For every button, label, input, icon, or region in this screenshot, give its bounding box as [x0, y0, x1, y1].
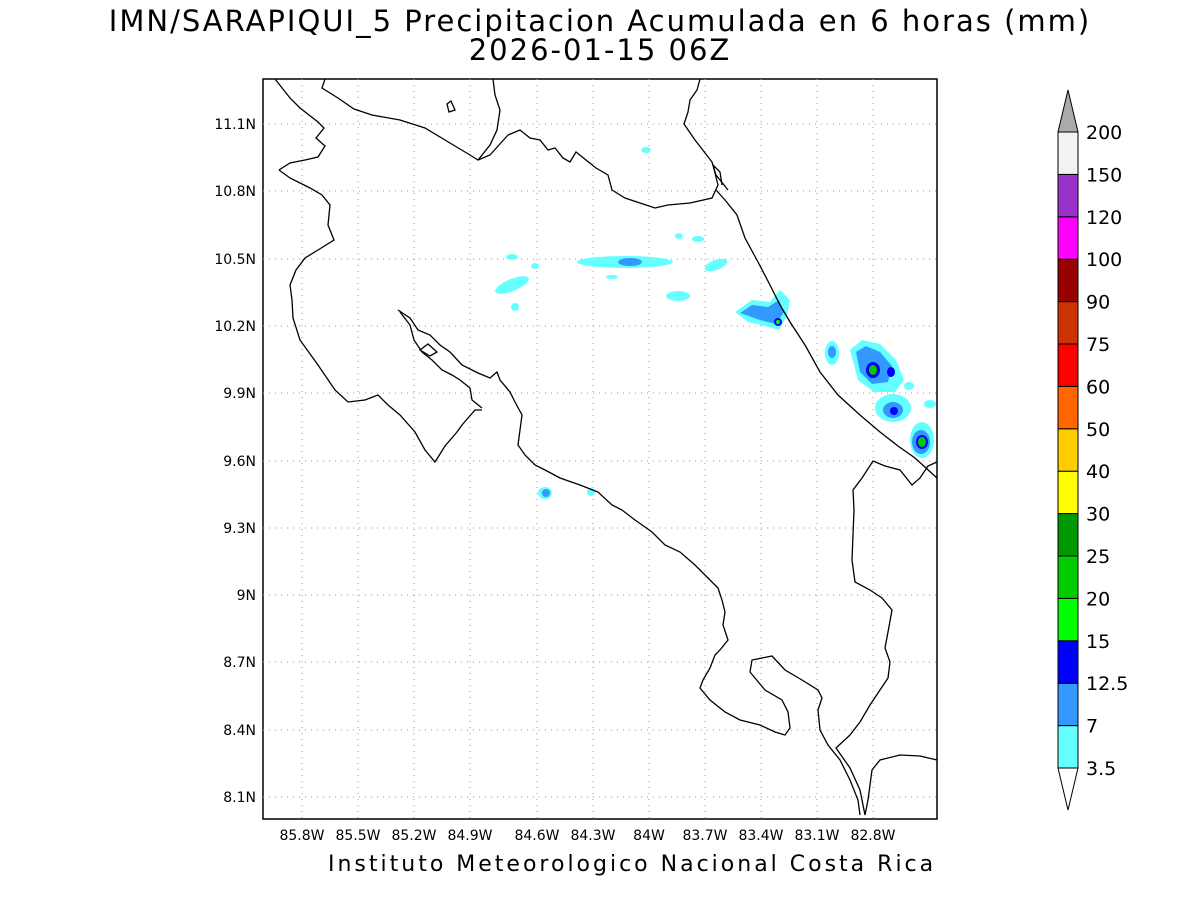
- colorbar-label: 120: [1086, 207, 1122, 229]
- lat-label: 8.4N: [223, 723, 256, 739]
- lat-label: 9N: [237, 588, 256, 604]
- colorbar-swatch: [1057, 640, 1079, 684]
- lat-label: 10.5N: [214, 252, 256, 268]
- colorbar-label: 75: [1086, 334, 1110, 356]
- colorbar-swatch: [1057, 131, 1079, 175]
- colorbar-label: 90: [1086, 292, 1110, 314]
- colorbar-swatch: [1057, 470, 1079, 515]
- colorbar-label: 150: [1086, 164, 1122, 186]
- lat-label: 10.2N: [214, 319, 256, 335]
- map-title: IMN/SARAPIQUI_5 Precipitacion Acumulada …: [108, 4, 1092, 38]
- lat-label: 8.1N: [223, 790, 256, 806]
- lon-label: 85.8W: [279, 828, 324, 844]
- colorbar-swatch: [1057, 385, 1079, 430]
- colorbar-swatch: [1057, 682, 1079, 727]
- colorbar-label: 60: [1086, 376, 1110, 398]
- colorbar-label: 200: [1086, 122, 1122, 144]
- lon-label: 84W: [633, 828, 665, 844]
- colorbar-label: 3.5: [1086, 758, 1116, 780]
- colorbar-label: 30: [1086, 504, 1110, 526]
- lon-label: 84.6W: [514, 828, 559, 844]
- lat-tick-labels: 11.1N 10.8N 10.5N 10.2N 9.9N 9.6N 9.3N 9…: [214, 117, 256, 806]
- lon-label: 84.9W: [447, 828, 492, 844]
- institution-footer: Instituto Meteorologico Nacional Costa R…: [328, 852, 937, 877]
- colorbar-label: 50: [1086, 419, 1110, 441]
- lon-label: 84.3W: [570, 828, 615, 844]
- colorbar-label: 25: [1086, 546, 1110, 568]
- colorbar-swatch: [1057, 555, 1079, 599]
- lat-label: 9.9N: [223, 386, 256, 402]
- lat-label: 9.6N: [223, 454, 256, 470]
- colorbar-label: 100: [1086, 249, 1122, 271]
- lat-label: 9.3N: [223, 521, 256, 537]
- lat-label: 10.8N: [214, 184, 256, 200]
- lon-label: 85.5W: [335, 828, 380, 844]
- colorbar-label: 7: [1086, 716, 1098, 738]
- colorbar-top-arrow: [1057, 89, 1079, 133]
- lon-label: 83.7W: [682, 828, 727, 844]
- colorbar-swatch: [1057, 513, 1079, 557]
- colorbar-swatch: [1057, 216, 1079, 260]
- lon-label: 85.2W: [391, 828, 436, 844]
- coastline: [274, 78, 938, 816]
- colorbar-label: 20: [1086, 588, 1110, 610]
- colorbar-swatch: [1057, 343, 1079, 387]
- lon-label: 83.1W: [794, 828, 839, 844]
- colorbar-label: 15: [1086, 631, 1110, 653]
- lat-label: 8.7N: [223, 655, 256, 671]
- colorbar-label: 12.5: [1086, 673, 1128, 695]
- lon-label: 83.4W: [738, 828, 783, 844]
- map-datetime: 2026-01-15 06Z: [468, 33, 732, 67]
- colorbar-swatch: [1057, 258, 1079, 303]
- colorbar-swatch: [1057, 301, 1079, 345]
- colorbar-swatch: [1057, 597, 1079, 642]
- lat-label: 11.1N: [214, 117, 256, 133]
- precipitation-field: [495, 147, 936, 499]
- colorbar-swatch: [1057, 428, 1079, 472]
- colorbar-bottom-arrow: [1057, 767, 1079, 811]
- colorbar-swatch: [1057, 725, 1079, 769]
- map-frame: [262, 78, 938, 820]
- lon-tick-labels: 85.8W 85.5W 85.2W 84.9W 84.6W 84.3W 84W …: [279, 828, 895, 844]
- colorbar: 3.5 7 12.5 15 20 25 30 40 50 60 75 90 100 120 150 200: [1057, 89, 1128, 811]
- colorbar-label: 40: [1086, 461, 1110, 483]
- lon-label: 82.8W: [850, 828, 895, 844]
- colorbar-swatch: [1057, 173, 1079, 218]
